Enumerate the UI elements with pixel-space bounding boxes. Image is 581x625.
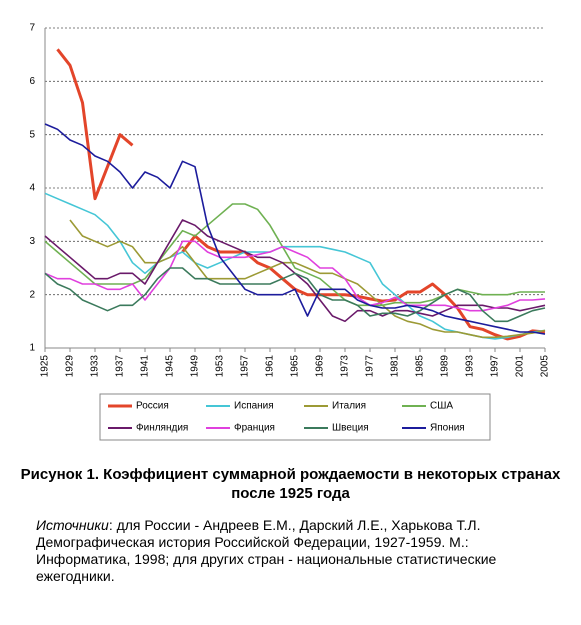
y-tick-label: 7 (29, 23, 35, 34)
x-tick-label: 2005 (540, 355, 551, 378)
x-tick-label: 1989 (440, 355, 451, 378)
legend-label: Япония (430, 423, 465, 434)
legend-box (99, 393, 491, 441)
y-tick-label: 2 (29, 289, 35, 300)
x-tick-label: 1933 (90, 355, 101, 378)
legend-label: США (430, 401, 453, 412)
series-line (44, 240, 546, 312)
y-tick-label: 1 (29, 343, 35, 354)
series-line (44, 267, 546, 323)
x-tick-label: 1993 (465, 355, 476, 378)
x-tick-label: 1937 (115, 355, 126, 378)
legend-label: Италия (332, 401, 366, 412)
x-tick-label: 1945 (165, 355, 176, 378)
series-line (44, 123, 546, 335)
x-tick-label: 2001 (515, 355, 526, 378)
sources-text: : для России - Андреев Е.М., Дарский Л.Е… (36, 517, 497, 584)
y-tick-label: 3 (29, 236, 35, 247)
sources: Источники: для России - Андреев Е.М., Да… (36, 517, 556, 585)
legend-label: Россия (136, 401, 169, 412)
series-line (44, 203, 545, 307)
x-tick-label: 1929 (65, 355, 76, 378)
x-tick-label: 1961 (265, 355, 276, 378)
x-tick-label: 1977 (365, 355, 376, 378)
x-tick-label: 1997 (490, 355, 501, 378)
y-tick-label: 4 (29, 183, 35, 194)
y-tick-label: 5 (29, 129, 35, 140)
chart: 1 2 3 4 5 6 7 1925 1929 1933 1937 1941 1945 1949 1953 1… (29, 23, 551, 441)
legend-label: Франция (234, 423, 275, 434)
x-tick-label: 1981 (390, 355, 401, 378)
legend-label: Испания (234, 401, 274, 412)
legend-label: Финляндия (136, 423, 188, 434)
sources-label: Источники (36, 517, 109, 533)
x-tick-label: 1969 (315, 355, 326, 378)
x-tick-label: 1953 (215, 355, 226, 378)
series-line (44, 192, 546, 340)
series-line (56, 48, 546, 341)
x-tick-label: 1965 (290, 355, 301, 378)
caption: Рисунок 1. Коэффициент суммарной рождаем… (20, 466, 561, 502)
x-tick-label: 1925 (40, 355, 51, 378)
y-tick-label: 6 (29, 76, 35, 87)
legend-label: Швеция (332, 423, 369, 434)
x-tick-label: 1949 (190, 355, 201, 378)
series-line (69, 219, 546, 339)
x-tick-label: 1957 (240, 355, 251, 378)
x-tick-label: 1941 (140, 355, 151, 378)
x-tick-label: 1973 (340, 355, 351, 378)
x-tick-label: 1985 (415, 355, 426, 378)
